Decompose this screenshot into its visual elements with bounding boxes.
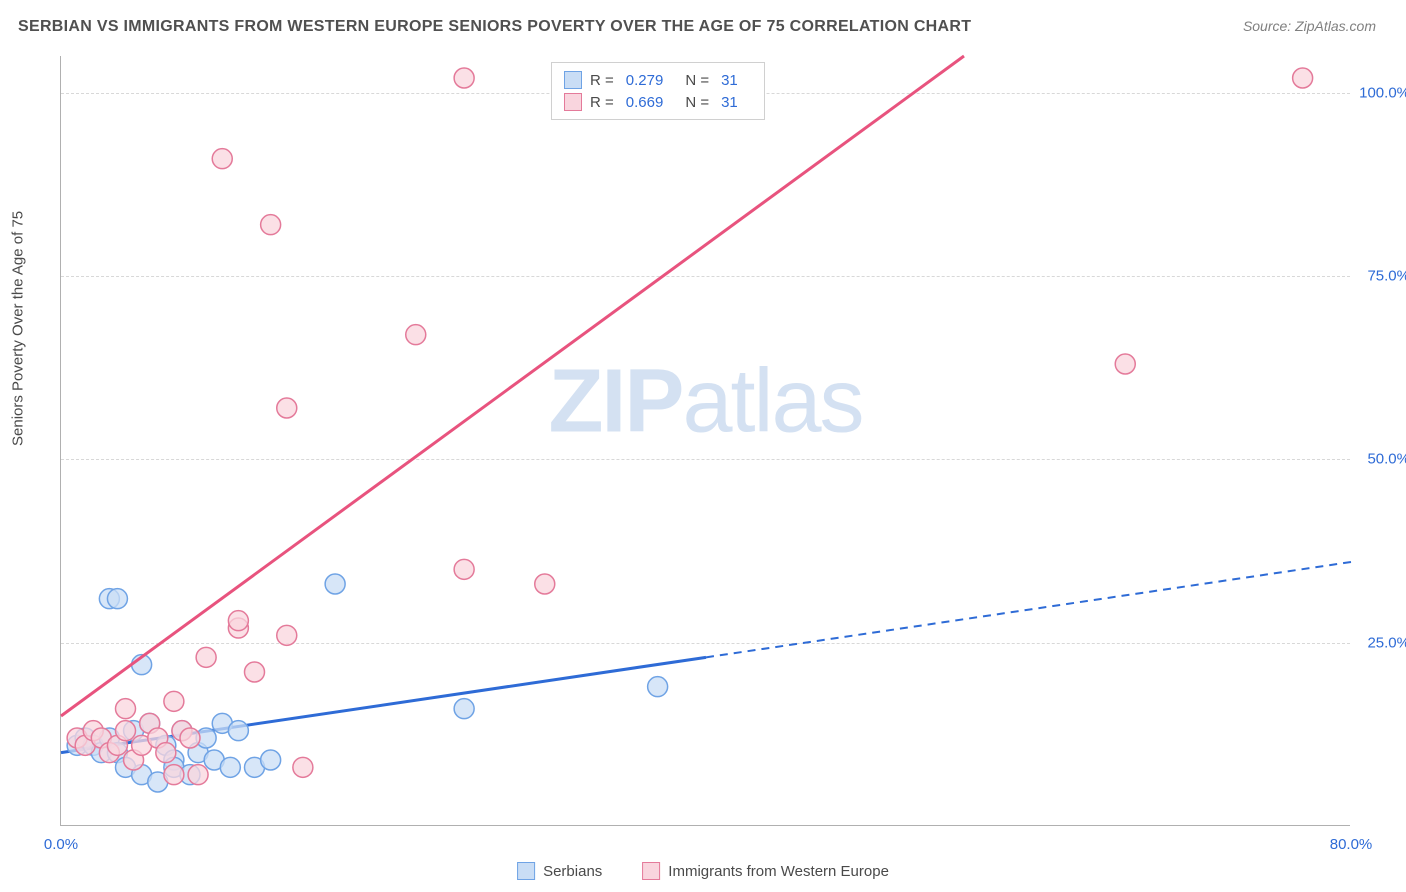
chart-svg [61, 56, 1350, 825]
data-point [1293, 68, 1313, 88]
legend-swatch [564, 71, 582, 89]
legend-row: R = 0.669 N = 31 [564, 91, 752, 113]
data-point [454, 699, 474, 719]
data-point [180, 728, 200, 748]
y-tick-label: 25.0% [1367, 634, 1406, 651]
data-point [454, 68, 474, 88]
data-point [188, 765, 208, 785]
data-point [245, 662, 265, 682]
chart-container: SERBIAN VS IMMIGRANTS FROM WESTERN EUROP… [0, 0, 1406, 892]
data-point [164, 691, 184, 711]
data-point [293, 757, 313, 777]
data-point [406, 325, 426, 345]
source-attribution: Source: ZipAtlas.com [1243, 18, 1376, 34]
data-point [116, 721, 136, 741]
legend-r-value: 0.669 [626, 94, 664, 111]
data-point [454, 559, 474, 579]
legend-n-label: N = [685, 72, 709, 89]
series-legend-item: Immigrants from Western Europe [642, 862, 889, 880]
legend-r-label: R = [590, 72, 614, 89]
legend-n-value: 31 [721, 94, 738, 111]
legend-r-label: R = [590, 94, 614, 111]
data-point [261, 215, 281, 235]
legend-n-value: 31 [721, 72, 738, 89]
data-point [116, 699, 136, 719]
y-axis-label: Seniors Poverty Over the Age of 75 [10, 211, 27, 446]
legend-n-label: N = [685, 94, 709, 111]
data-point [325, 574, 345, 594]
data-point [212, 149, 232, 169]
legend-swatch [564, 93, 582, 111]
data-point [535, 574, 555, 594]
data-point [261, 750, 281, 770]
data-point [277, 625, 297, 645]
legend-swatch [642, 862, 660, 880]
series-legend-label: Serbians [543, 863, 602, 880]
data-point [648, 677, 668, 697]
series-legend-item: Serbians [517, 862, 602, 880]
x-tick-label: 0.0% [44, 836, 78, 853]
trend-line [61, 56, 964, 716]
plot-area: ZIPatlas 25.0%50.0%75.0%100.0% 0.0%80.0%… [60, 56, 1350, 826]
data-point [1115, 354, 1135, 374]
data-point [228, 611, 248, 631]
data-point [164, 765, 184, 785]
data-point [196, 647, 216, 667]
x-tick-label: 80.0% [1330, 836, 1373, 853]
y-tick-label: 100.0% [1359, 84, 1406, 101]
chart-title: SERBIAN VS IMMIGRANTS FROM WESTERN EUROP… [18, 18, 971, 36]
data-point [228, 721, 248, 741]
series-legend-label: Immigrants from Western Europe [668, 863, 889, 880]
legend-swatch [517, 862, 535, 880]
data-point [220, 757, 240, 777]
y-tick-label: 75.0% [1367, 268, 1406, 285]
trend-line-dashed [706, 562, 1351, 657]
data-point [107, 589, 127, 609]
data-point [156, 743, 176, 763]
y-tick-label: 50.0% [1367, 451, 1406, 468]
correlation-legend: R = 0.279 N = 31 R = 0.669 N = 31 [551, 62, 765, 120]
legend-r-value: 0.279 [626, 72, 664, 89]
legend-row: R = 0.279 N = 31 [564, 69, 752, 91]
series-legend: Serbians Immigrants from Western Europe [517, 862, 889, 880]
data-point [277, 398, 297, 418]
